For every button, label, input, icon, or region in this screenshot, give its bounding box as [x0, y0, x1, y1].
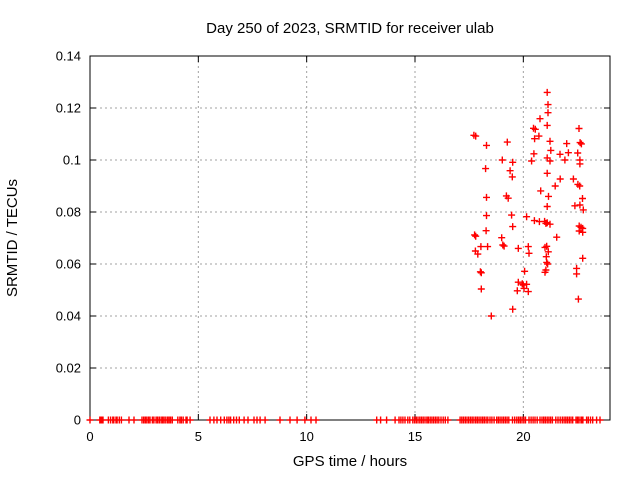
y-tick-labels: 0 0.02 0.04 0.06 0.08 0.1 0.12 0.14 — [56, 49, 81, 428]
tick-layer — [89, 55, 610, 421]
zero-baseline-markers — [86, 416, 604, 424]
chart-title: Day 250 of 2023, SRMTID for receiver ula… — [206, 20, 494, 37]
x-tick-labels: 0 5 10 15 20 — [86, 429, 530, 444]
y-tick-label: 0.1 — [63, 153, 81, 168]
y-tick-label: 0.14 — [56, 49, 81, 64]
x-tick-label: 15 — [408, 429, 422, 444]
y-tick-label: 0.02 — [56, 361, 81, 376]
data-points-layer — [86, 88, 604, 424]
srmtid-detections-markers — [470, 88, 587, 320]
y-tick-label: 0.08 — [56, 205, 81, 220]
x-tick-label: 10 — [299, 429, 313, 444]
y-tick-label: 0.04 — [56, 309, 81, 324]
x-tick-label: 0 — [86, 429, 93, 444]
plot-border — [89, 55, 611, 421]
y-tick-label: 0.06 — [56, 257, 81, 272]
grid-layer — [90, 56, 610, 420]
x-tick-label: 20 — [516, 429, 530, 444]
x-tick-label: 5 — [195, 429, 202, 444]
x-axis-label: GPS time / hours — [293, 453, 407, 470]
y-tick-label: 0.12 — [56, 101, 81, 116]
y-axis-label: SRMTID / TECUs — [4, 179, 21, 297]
y-tick-label: 0 — [74, 413, 81, 428]
